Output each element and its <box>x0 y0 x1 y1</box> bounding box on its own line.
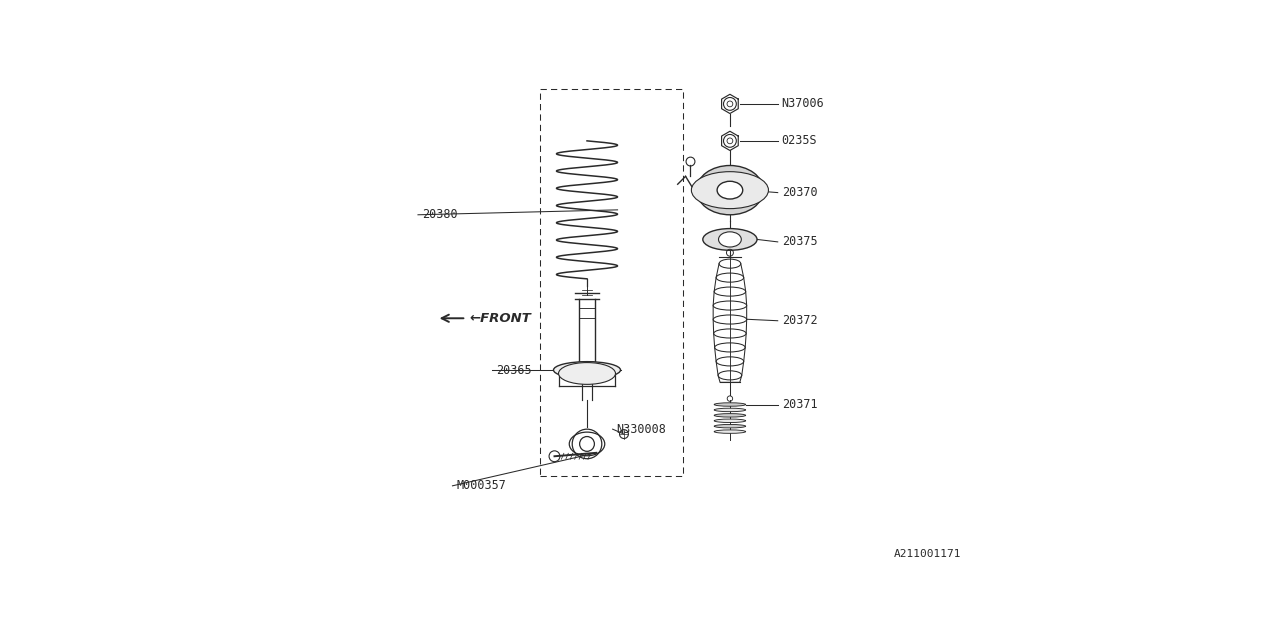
Text: 20370: 20370 <box>782 186 818 199</box>
Text: 20380: 20380 <box>422 208 457 221</box>
Ellipse shape <box>553 362 621 378</box>
Ellipse shape <box>691 172 768 209</box>
Ellipse shape <box>714 403 746 406</box>
Text: ←FRONT: ←FRONT <box>470 312 531 324</box>
Text: N330008: N330008 <box>617 422 667 436</box>
Text: 20375: 20375 <box>782 236 818 248</box>
Ellipse shape <box>714 424 746 428</box>
Text: M000357: M000357 <box>457 479 507 492</box>
Text: 20372: 20372 <box>782 314 818 327</box>
Ellipse shape <box>703 228 756 250</box>
Text: 20371: 20371 <box>782 398 818 411</box>
Ellipse shape <box>714 408 746 412</box>
Text: 0235S: 0235S <box>782 134 818 147</box>
Text: N37006: N37006 <box>782 97 824 111</box>
Ellipse shape <box>558 363 616 385</box>
Ellipse shape <box>714 430 746 433</box>
Ellipse shape <box>718 232 741 247</box>
Ellipse shape <box>714 413 746 417</box>
Text: A211001171: A211001171 <box>893 548 961 559</box>
Ellipse shape <box>714 419 746 422</box>
Ellipse shape <box>696 166 763 215</box>
Ellipse shape <box>717 181 742 199</box>
Text: 20365: 20365 <box>495 364 531 376</box>
